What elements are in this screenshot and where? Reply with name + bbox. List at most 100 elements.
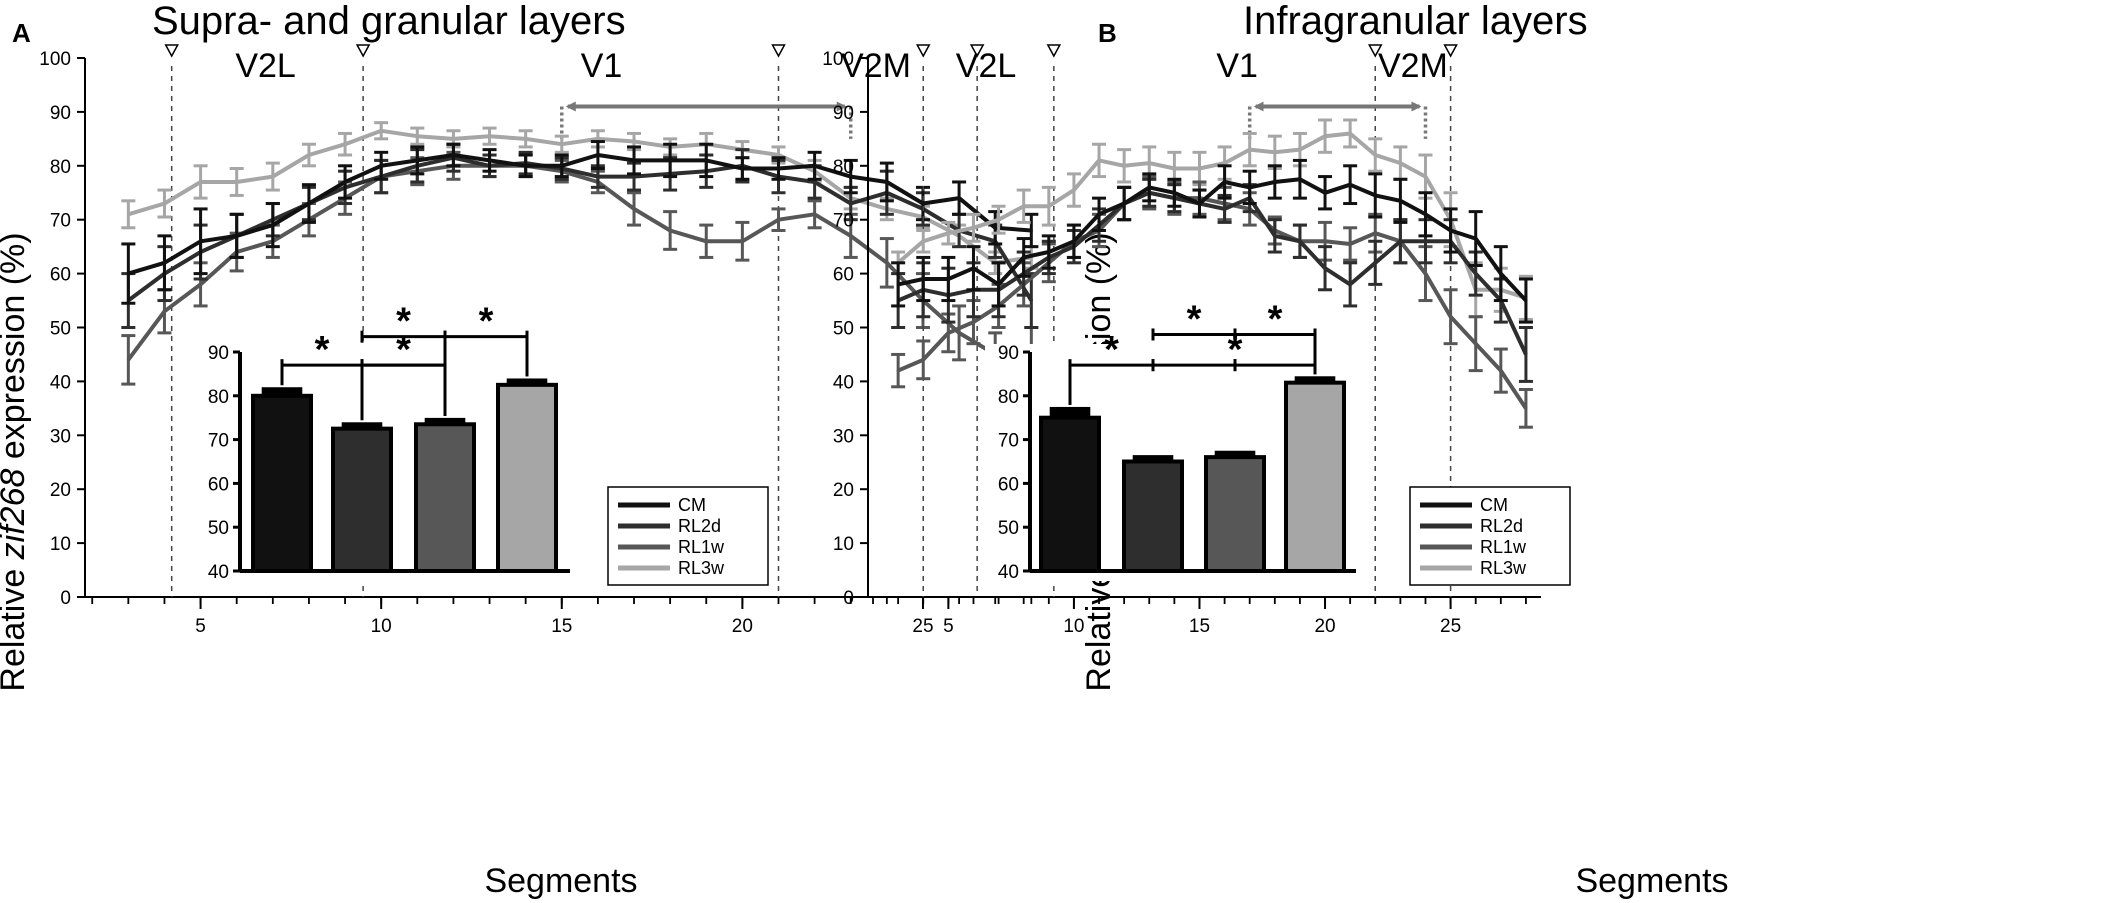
y-tick-label: 50 xyxy=(833,319,854,340)
y-tick-label: 10 xyxy=(833,534,854,555)
x-tick-label: 20 xyxy=(1314,616,1335,637)
panel-b-plot: 0 10 20 30 40 50 60 70 80 90 100 5 10 15 20 25 V2L V1 V2M xyxy=(822,44,1541,637)
x-tick-label: 5 xyxy=(195,616,206,637)
inset-y-tick-label: 80 xyxy=(998,387,1019,408)
series-line xyxy=(127,128,1032,265)
boundary-marker-icon xyxy=(771,44,786,58)
region-label: V2M xyxy=(1378,47,1448,85)
inset-y-tick-label: 40 xyxy=(208,562,229,583)
svg-text:Relative zif268 expression (%): Relative zif268 expression (%) xyxy=(0,232,32,691)
y-tick-label: 20 xyxy=(50,480,71,501)
series-line xyxy=(127,155,1034,303)
y-tick-label: 30 xyxy=(833,426,854,447)
y-tick-label: 90 xyxy=(50,103,71,124)
x-tick-label: 10 xyxy=(1063,616,1084,637)
series-line xyxy=(126,163,1032,361)
boundary-marker-icon xyxy=(1046,44,1062,58)
y-tick-label: 70 xyxy=(50,211,71,232)
inset-y-tick-label: 70 xyxy=(998,431,1019,452)
inset-y-tick-label: 50 xyxy=(998,518,1019,539)
bar-rl3w xyxy=(1284,380,1346,573)
series-line xyxy=(897,190,1528,356)
y-tick-label: 10 xyxy=(50,534,71,555)
inset-y-tick-label: 70 xyxy=(208,431,229,452)
series-line xyxy=(127,153,1032,276)
x-tick-label: 5 xyxy=(943,616,954,637)
y-tick-label: 70 xyxy=(833,211,854,232)
legend-label: CM xyxy=(678,495,706,515)
inset-y-tick-label: 60 xyxy=(208,474,229,495)
panel-a: A Supra- and granular layers Relative zi… xyxy=(0,0,1053,900)
inset-bar-chart-b: 40 50 60 70 80 90 * * * * xyxy=(985,298,1361,583)
y-tick-label: 90 xyxy=(833,103,854,124)
bar-cm xyxy=(251,393,313,573)
legend-label: RL3w xyxy=(678,558,725,578)
series-cm xyxy=(891,158,1533,324)
x-tick-label: 15 xyxy=(551,616,572,637)
x-tick-label: 25 xyxy=(1440,616,1461,637)
panel-letter-a: A xyxy=(12,18,31,48)
y-tick-label: 60 xyxy=(50,265,71,286)
y-tick-label: 100 xyxy=(39,49,71,70)
significance-star: * xyxy=(396,301,411,343)
bar-error-cap xyxy=(1132,455,1174,462)
region-label: V2M xyxy=(841,47,911,85)
inset-y-tick-label: 90 xyxy=(998,343,1019,364)
legend-label: RL1w xyxy=(678,537,725,557)
boundary-marker-icon xyxy=(915,44,931,58)
y-tick-label: 100 xyxy=(822,49,854,70)
y-tick-label: 80 xyxy=(833,157,854,178)
y-tick-label: 60 xyxy=(833,265,854,286)
y-tick-label: 0 xyxy=(60,588,71,609)
bar-rl2d xyxy=(1122,459,1184,573)
panel-a-y-axis-title: Relative zif268 expression (%) xyxy=(0,232,32,691)
significance-star: * xyxy=(315,329,330,371)
y-tick-label: 50 xyxy=(50,319,71,340)
significance-star: * xyxy=(396,329,411,371)
inset-y-tick-label: 50 xyxy=(208,518,229,539)
series-cm xyxy=(121,140,1039,305)
y-tick-label: 40 xyxy=(833,372,854,393)
legend-label: RL2d xyxy=(1480,516,1523,536)
inset-y-tick-label: 60 xyxy=(998,474,1019,495)
bar-error-cap xyxy=(424,417,466,425)
boundary-marker-icon xyxy=(164,44,179,58)
bar-error-cap xyxy=(1214,450,1256,458)
significance-star: * xyxy=(1268,298,1283,340)
region-label: V2L xyxy=(235,47,296,85)
boundary-marker-icon xyxy=(355,44,371,58)
bar-error-cap xyxy=(1049,406,1091,418)
panel-a-x-axis-title: Segments xyxy=(484,862,637,900)
panel-b: B Infragranular layers Relative zif268 e… xyxy=(822,0,1728,900)
legend-label: CM xyxy=(1480,495,1508,515)
series-line xyxy=(896,131,1527,300)
significance-star: * xyxy=(479,301,494,343)
y-tick-label: 30 xyxy=(50,426,71,447)
panel-letter-b: B xyxy=(1098,18,1117,48)
region-label: V2L xyxy=(956,47,1017,85)
x-tick-label: 20 xyxy=(732,616,753,637)
inset-y-tick-label: 40 xyxy=(998,562,1019,583)
bar-cm xyxy=(1039,415,1101,574)
y-tick-label: 40 xyxy=(50,372,71,393)
significance-star: * xyxy=(1187,298,1202,340)
y-tick-label: 20 xyxy=(833,480,854,501)
panel-a-title: Supra- and granular layers xyxy=(152,0,626,43)
legend-label: RL1w xyxy=(1480,537,1527,557)
boundary-marker-icon xyxy=(1443,44,1458,58)
panel-b-x-axis-title: Segments xyxy=(1575,862,1728,900)
y-tick-label: 80 xyxy=(50,157,71,178)
bar-error-cap xyxy=(1294,376,1336,383)
bar-error-cap xyxy=(341,422,383,429)
y-tick-label: 0 xyxy=(843,588,854,609)
bar-rl3w xyxy=(496,382,558,573)
boundary-marker-icon xyxy=(969,44,985,58)
region-label: V1 xyxy=(581,47,623,85)
series-line xyxy=(897,190,1528,410)
series-line xyxy=(897,177,1528,302)
